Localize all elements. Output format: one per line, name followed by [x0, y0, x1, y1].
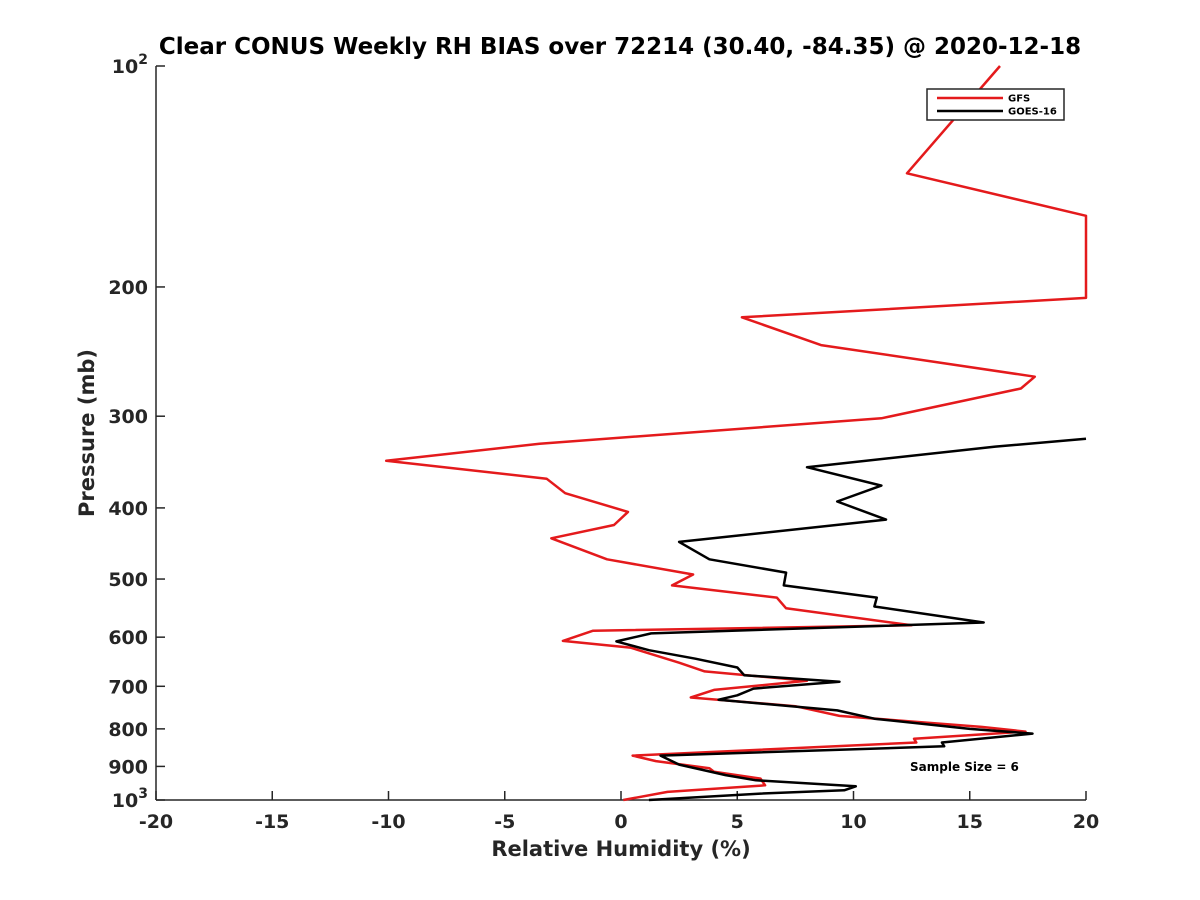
y-tick-label: 400	[108, 498, 148, 520]
y-tick-label: 103	[112, 786, 148, 812]
x-tick-label: -10	[371, 811, 405, 833]
legend-label-gfs: GFS	[1008, 94, 1030, 105]
legend-box	[926, 88, 1065, 121]
legend-label-goes16: GOES-16	[1008, 107, 1057, 118]
x-tick-label: -5	[494, 811, 515, 833]
y-axis-label: Pressure (mb)	[75, 349, 99, 517]
x-tick-label: 0	[614, 811, 627, 833]
x-tick-label: -20	[139, 811, 173, 833]
x-tick-label: 10	[840, 811, 866, 833]
gfs-series-line	[384, 65, 1088, 802]
y-tick-label: 800	[108, 719, 148, 741]
y-tick-label: 102	[112, 52, 148, 78]
goes16-series-line	[615, 437, 1087, 802]
chart-title: Clear CONUS Weekly RH BIAS over 72214 (3…	[159, 34, 1081, 60]
legend: GFS GOES-16	[926, 88, 1065, 121]
x-tick-label: 5	[731, 811, 744, 833]
y-tick-label: 900	[108, 756, 148, 778]
x-axis-label: Relative Humidity (%)	[491, 837, 750, 861]
x-tick-label: 20	[1073, 811, 1099, 833]
y-tick-label: 500	[108, 569, 148, 591]
y-tick-label: 700	[108, 676, 148, 698]
x-tick-label: -15	[255, 811, 289, 833]
plot-frame	[155, 66, 1086, 801]
x-tick-label: 15	[957, 811, 983, 833]
y-tick-label: 200	[108, 277, 148, 299]
series-layer	[384, 65, 1088, 802]
y-tick-label: 600	[108, 627, 148, 649]
sample-size-annotation: Sample Size = 6	[910, 760, 1019, 774]
x-ticks: -20 -15 -10 -5 0 5 10 15 20	[139, 791, 1099, 833]
y-ticks: 102 200 300 400 500 600 700 800 900 103	[108, 52, 165, 812]
y-tick-label: 300	[108, 406, 148, 428]
